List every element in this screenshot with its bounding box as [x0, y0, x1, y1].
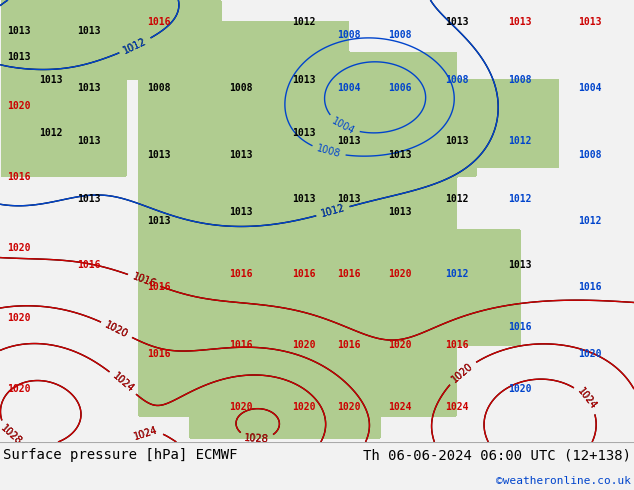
Text: 1008: 1008	[508, 74, 532, 85]
Text: 1013: 1013	[77, 83, 101, 94]
Text: 1013: 1013	[292, 74, 316, 85]
Text: 1008: 1008	[387, 30, 411, 40]
Text: 1016: 1016	[131, 271, 157, 289]
Text: 1013: 1013	[444, 17, 469, 27]
Text: 1008: 1008	[229, 83, 253, 94]
Text: 1020: 1020	[450, 361, 475, 384]
Text: 1020: 1020	[387, 269, 411, 279]
Text: 1012: 1012	[320, 203, 346, 220]
Text: 1013: 1013	[292, 194, 316, 204]
Text: 1012: 1012	[122, 36, 148, 55]
Text: 1020: 1020	[292, 340, 316, 350]
Text: 1028: 1028	[0, 423, 24, 446]
Text: 1013: 1013	[387, 149, 411, 160]
Text: 1016: 1016	[146, 282, 171, 293]
Text: 1028: 1028	[244, 433, 269, 444]
Text: 1013: 1013	[292, 127, 316, 138]
Text: 1008: 1008	[444, 74, 469, 85]
Text: 1013: 1013	[7, 26, 31, 36]
Text: 1020: 1020	[7, 243, 31, 252]
Text: 1020: 1020	[387, 340, 411, 350]
Text: 1013: 1013	[444, 136, 469, 147]
Text: 1020: 1020	[508, 384, 532, 394]
Text: 1020: 1020	[103, 319, 130, 340]
Text: 1013: 1013	[508, 17, 532, 27]
Text: 1020: 1020	[7, 101, 31, 111]
Text: 1024: 1024	[576, 387, 598, 412]
Text: 1013: 1013	[337, 136, 361, 147]
Text: 1008: 1008	[146, 83, 171, 94]
Text: 1012: 1012	[444, 194, 469, 204]
Text: 1024: 1024	[387, 402, 411, 412]
Text: 1013: 1013	[7, 52, 31, 62]
Text: 1028: 1028	[244, 433, 269, 444]
Text: 1013: 1013	[77, 194, 101, 204]
Text: 1024: 1024	[444, 402, 469, 412]
Text: 1006: 1006	[387, 83, 411, 94]
Text: 1013: 1013	[229, 207, 253, 217]
Text: 1020: 1020	[578, 348, 602, 359]
Text: 1013: 1013	[578, 17, 602, 27]
Text: 1016: 1016	[229, 340, 253, 350]
Text: 1016: 1016	[146, 348, 171, 359]
Text: 1020: 1020	[450, 361, 475, 384]
Text: 1024: 1024	[576, 387, 598, 412]
Text: 1020: 1020	[292, 402, 316, 412]
Text: 1008: 1008	[316, 144, 342, 160]
Text: 1024: 1024	[133, 425, 160, 442]
Text: 1016: 1016	[131, 271, 157, 289]
Text: 1012: 1012	[122, 36, 148, 55]
Text: 1012: 1012	[320, 203, 346, 220]
Text: 1013: 1013	[146, 216, 171, 226]
Text: 1004: 1004	[337, 83, 361, 94]
Text: 1024: 1024	[133, 425, 160, 442]
Text: 1028: 1028	[0, 423, 24, 446]
Text: 1004: 1004	[330, 116, 357, 136]
Text: 1016: 1016	[508, 322, 532, 332]
Text: 1020: 1020	[337, 402, 361, 412]
Text: 1012: 1012	[292, 17, 316, 27]
Text: 1016: 1016	[229, 269, 253, 279]
Text: 1013: 1013	[77, 136, 101, 147]
Text: 1020: 1020	[229, 402, 253, 412]
Text: 1024: 1024	[110, 371, 136, 394]
Text: 1024: 1024	[110, 371, 136, 394]
Text: 1016: 1016	[77, 260, 101, 270]
Text: 1016: 1016	[292, 269, 316, 279]
Text: 1016: 1016	[337, 340, 361, 350]
Text: ©weatheronline.co.uk: ©weatheronline.co.uk	[496, 476, 631, 487]
Text: 1013: 1013	[337, 194, 361, 204]
Text: 1008: 1008	[578, 149, 602, 160]
Text: 1020: 1020	[7, 384, 31, 394]
Text: 1020: 1020	[103, 319, 130, 340]
Text: 1012: 1012	[39, 127, 63, 138]
Text: 1013: 1013	[39, 74, 63, 85]
Text: 1013: 1013	[387, 207, 411, 217]
Text: 1013: 1013	[146, 149, 171, 160]
Text: 1004: 1004	[578, 83, 602, 94]
Text: 1016: 1016	[7, 172, 31, 182]
Text: 1012: 1012	[508, 136, 532, 147]
Text: 1013: 1013	[508, 260, 532, 270]
Text: 1013: 1013	[229, 149, 253, 160]
Text: 1020: 1020	[7, 313, 31, 323]
Text: 1016: 1016	[146, 17, 171, 27]
Text: 1008: 1008	[337, 30, 361, 40]
Text: 1016: 1016	[578, 282, 602, 293]
Text: 1013: 1013	[77, 26, 101, 36]
Text: 1012: 1012	[444, 269, 469, 279]
Text: Th 06-06-2024 06:00 UTC (12+138): Th 06-06-2024 06:00 UTC (12+138)	[363, 448, 631, 463]
Text: 1012: 1012	[578, 216, 602, 226]
Text: 1012: 1012	[508, 194, 532, 204]
Text: 1016: 1016	[444, 340, 469, 350]
Text: Surface pressure [hPa] ECMWF: Surface pressure [hPa] ECMWF	[3, 448, 238, 463]
Text: 1016: 1016	[337, 269, 361, 279]
